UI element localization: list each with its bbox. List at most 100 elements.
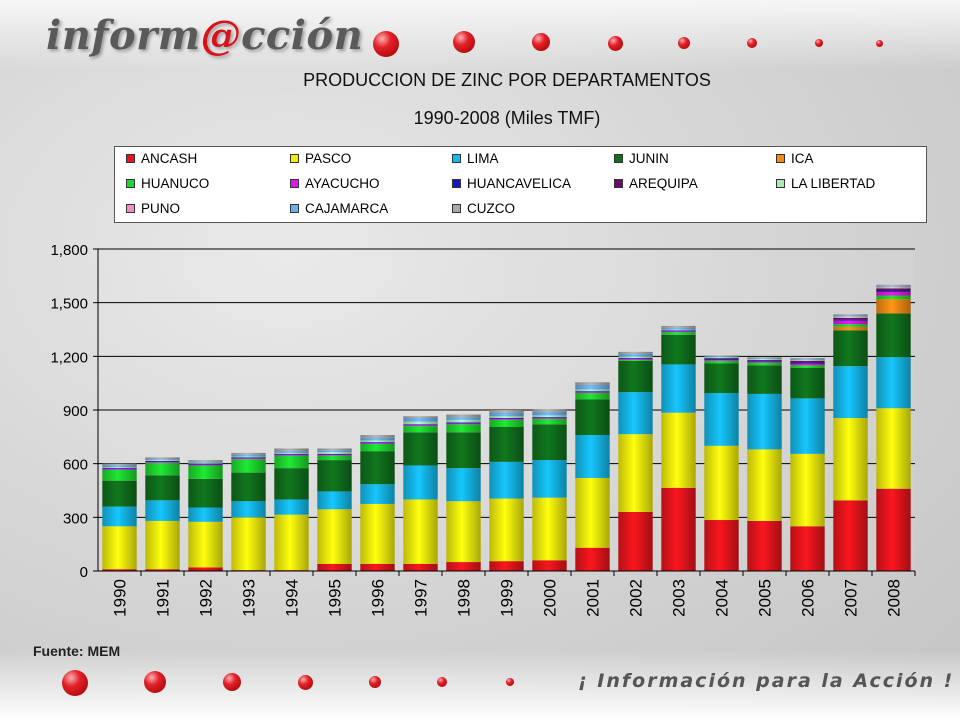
bar-segment [489, 419, 524, 427]
chart-title: PRODUCCION DE ZINC POR DEPARTAMENTOS [303, 70, 711, 90]
bar-segment [145, 461, 180, 463]
bar-segment [274, 499, 309, 515]
y-tick-label: 0 [80, 564, 88, 581]
bar-segment [833, 324, 868, 327]
bar-segment [704, 363, 739, 394]
x-tick-label: 2004 [713, 579, 732, 617]
legend-label: LIMA [467, 151, 499, 166]
y-tick-label: 1,200 [50, 349, 88, 366]
bar-segment [876, 291, 911, 292]
bar-segment [876, 285, 911, 287]
bar-segment [747, 358, 782, 360]
bar-segment [575, 435, 610, 478]
bar-segment [403, 421, 438, 425]
bar-segment [317, 509, 352, 564]
bar-segment [317, 450, 352, 453]
bar-segment [704, 520, 739, 571]
legend-label: ANCASH [141, 151, 198, 166]
bar-segment [575, 384, 610, 390]
bar-segment [446, 562, 481, 571]
bar-segment [790, 359, 825, 361]
bar-segment [575, 399, 610, 436]
decorative-dot [144, 671, 166, 693]
legend-item: HUANUCO [126, 174, 209, 194]
bar-segment [403, 465, 438, 500]
bar-segment [102, 463, 137, 466]
bar-segment [188, 460, 223, 462]
bar-segment [661, 334, 696, 365]
bar-segment [876, 408, 911, 489]
bar-segment [403, 416, 438, 419]
legend-item: LA LIBERTAD [776, 174, 875, 194]
legend-item: HUANCAVELICA [452, 174, 571, 194]
bar-segment [532, 418, 567, 425]
bar-segment [188, 478, 223, 508]
bar-segment [618, 353, 653, 357]
legend-swatch [452, 179, 461, 188]
logo-suffix: cción [241, 12, 364, 59]
bar-segment [360, 437, 395, 441]
bar-segment [532, 497, 567, 561]
bar-segment [532, 418, 567, 419]
x-tick-label: 1990 [111, 579, 130, 617]
bar-segment [446, 422, 481, 424]
bar-segment [231, 452, 266, 455]
x-tick-label: 1992 [197, 579, 216, 617]
bar-segment [102, 469, 137, 470]
bar-segment [876, 299, 911, 314]
legend-label: CUZCO [467, 201, 515, 216]
bar-segment [532, 415, 567, 418]
bar-segment [618, 358, 653, 360]
bar-segment [575, 389, 610, 392]
bar-segment [145, 460, 180, 462]
bar-segment [231, 459, 266, 473]
bar-segment [274, 514, 309, 571]
legend-label: CAJAMARCA [305, 201, 389, 216]
bar-segment [790, 365, 825, 368]
legend-label: AREQUIPA [629, 176, 698, 191]
bar-segment [360, 451, 395, 485]
bar-segment [446, 468, 481, 502]
x-tick-label: 1993 [240, 579, 259, 617]
decorative-dot [506, 678, 514, 686]
bar-segment [790, 363, 825, 366]
bar-segment [833, 315, 868, 317]
bar-segment [403, 499, 438, 564]
bar-segment [102, 506, 137, 527]
bar-segment [618, 434, 653, 512]
legend-label: LA LIBERTAD [791, 176, 876, 191]
bar-segment [188, 463, 223, 465]
legend-swatch [776, 154, 785, 163]
legend-swatch [290, 204, 299, 213]
x-tick-label: 2005 [756, 579, 775, 617]
decorative-dot [607, 35, 623, 51]
bar-segment [145, 457, 180, 460]
bar-segment [833, 326, 868, 331]
bar-segment [747, 361, 782, 363]
bar-segment [188, 461, 223, 463]
bar-segment [231, 472, 266, 502]
bar-segment [145, 462, 180, 476]
bar-segment [274, 451, 309, 453]
x-tick-label: 2003 [670, 579, 689, 617]
bar-segment [661, 329, 696, 331]
bar-segment [661, 327, 696, 330]
legend-item: ICA [776, 149, 814, 169]
bar-segment [360, 435, 395, 438]
bar-segment [661, 330, 696, 332]
bar-segment [489, 426, 524, 462]
legend-item: PASCO [290, 149, 351, 169]
bar-segment [403, 432, 438, 466]
bar-segment [446, 419, 481, 423]
bar-segment [876, 291, 911, 296]
bar-segment [403, 426, 438, 433]
bar-segment [403, 418, 438, 422]
bar-segment [876, 287, 911, 289]
decorative-dot [453, 31, 475, 53]
bar-segment [876, 488, 911, 571]
bar-segment [403, 424, 438, 426]
bar-segment [790, 358, 825, 360]
legend-item: ANCASH [126, 149, 197, 169]
bar-segment [317, 452, 352, 454]
bar-segment [360, 443, 395, 444]
